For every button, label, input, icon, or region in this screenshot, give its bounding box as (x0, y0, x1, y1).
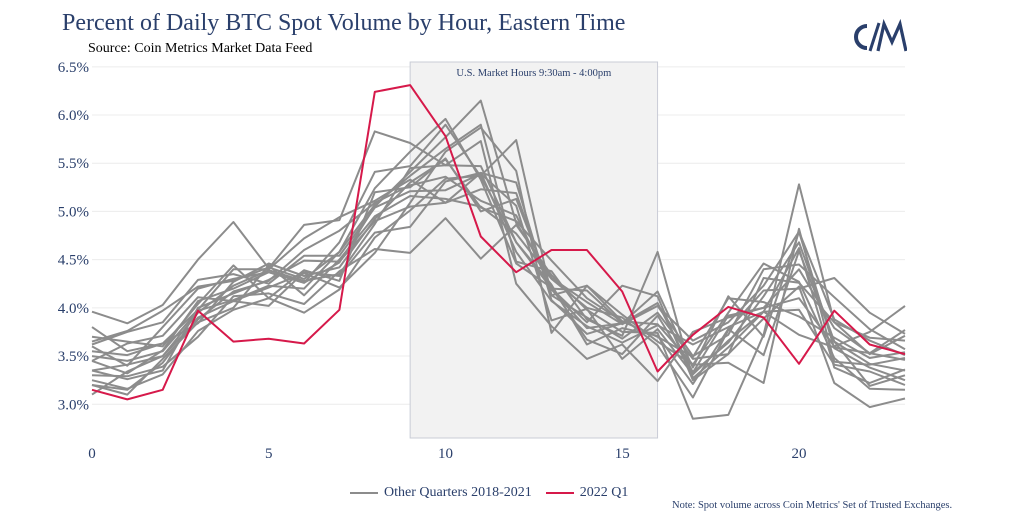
coin-metrics-logo-icon (854, 18, 907, 52)
x-axis-ticks: 0 5 10 15 20 (88, 446, 806, 462)
y-tick-label: 6.0% (58, 108, 89, 124)
x-tick-label: 15 (615, 446, 630, 462)
series-line-other-quarter (91, 195, 906, 399)
legend-label-current: 2022 Q1 (579, 485, 629, 500)
y-axis-ticks: 3.0% 3.5% 4.0% 4.5% 5.0% 5.5% 6.0% 6.5% (58, 60, 89, 413)
current-quarter-line (91, 84, 906, 401)
series-line-other-quarter (91, 172, 906, 376)
legend-label-other: Other Quarters 2018-2021 (384, 485, 532, 500)
series-line-2022-q1 (91, 84, 906, 401)
x-tick-label: 20 (791, 446, 806, 462)
legend-swatch-current (545, 492, 574, 494)
chart-subtitle: Source: Coin Metrics Market Data Feed (88, 41, 313, 56)
series-line-other-quarter (91, 126, 906, 391)
market-hours-label: U.S. Market Hours 9:30am - 4:00pm (456, 68, 611, 79)
y-tick-label: 3.0% (58, 397, 89, 413)
x-tick-label: 5 (265, 446, 273, 462)
legend-item-other[interactable]: Other Quarters 2018-2021 (350, 485, 532, 501)
chart-title: Percent of Daily BTC Spot Volume by Hour… (62, 10, 626, 36)
y-tick-label: 3.5% (58, 349, 89, 365)
series-line-other-quarter (91, 175, 906, 409)
y-tick-label: 4.0% (58, 301, 89, 317)
series-line-other-quarter (91, 164, 906, 387)
series-line-other-quarter (91, 171, 906, 386)
y-tick-label: 5.5% (58, 156, 89, 172)
footnote: Note: Spot volume across Coin Metrics' S… (672, 500, 953, 511)
x-tick-label: 0 (88, 446, 96, 462)
legend-item-current[interactable]: 2022 Q1 (545, 485, 629, 501)
other-quarters-lines (91, 99, 906, 420)
legend: Other Quarters 2018-2021 2022 Q1 (350, 485, 642, 501)
y-tick-label: 6.5% (58, 60, 89, 76)
series-line-other-quarter (91, 139, 906, 390)
series-line-other-quarter (91, 99, 906, 367)
series-line-other-quarter (91, 117, 906, 374)
x-tick-label: 10 (438, 446, 453, 462)
y-tick-label: 5.0% (58, 204, 89, 220)
legend-swatch-other (350, 492, 378, 494)
y-tick-label: 4.5% (58, 253, 89, 269)
